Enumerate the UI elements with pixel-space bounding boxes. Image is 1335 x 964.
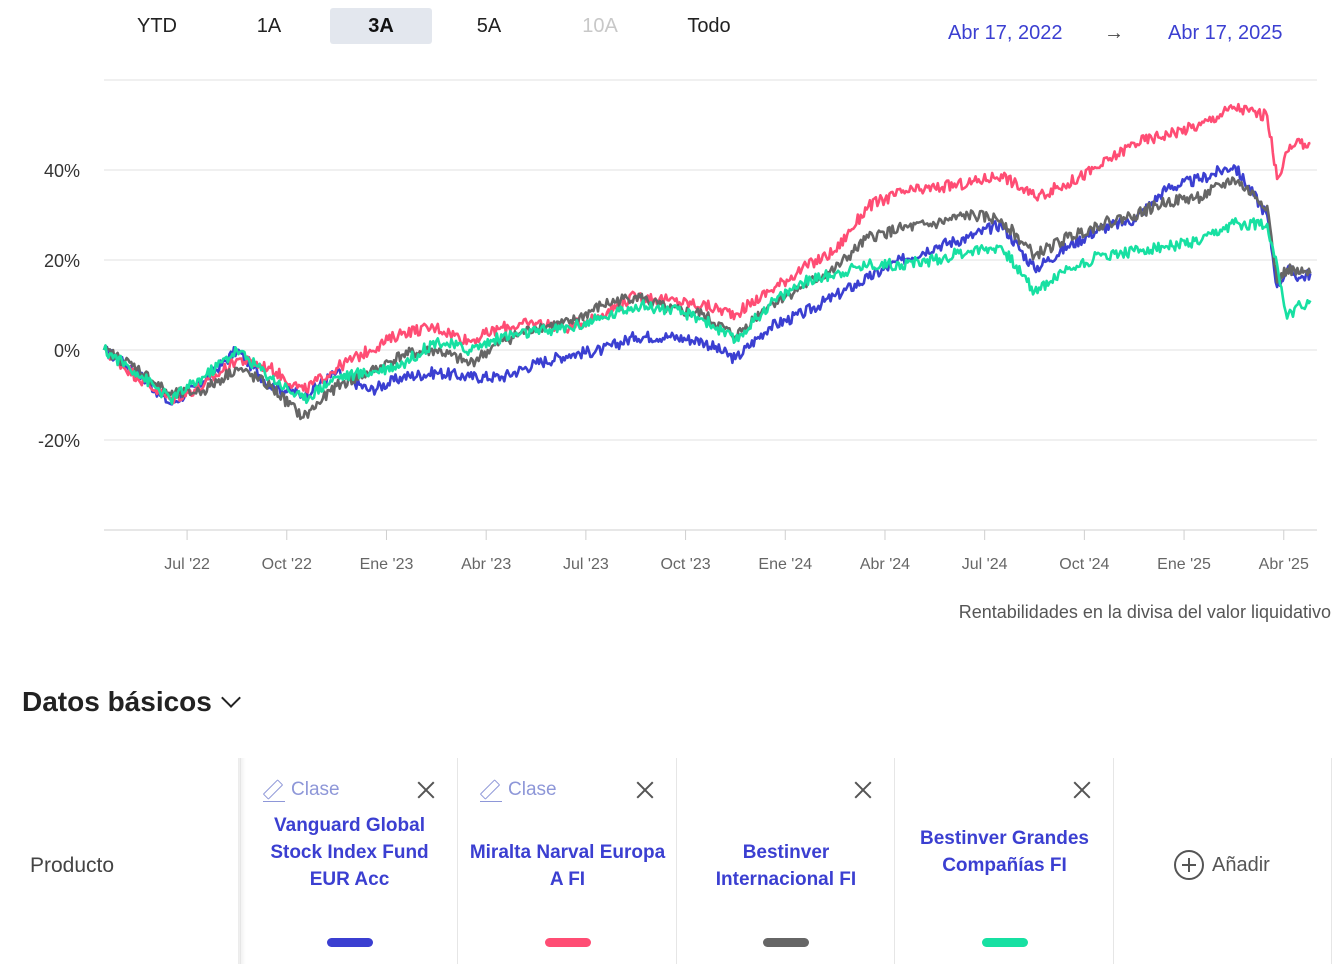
series-line [102, 176, 1312, 421]
series-color-swatch [981, 938, 1028, 947]
clase-selector[interactable]: Clase [263, 778, 340, 802]
row-label-producto: Producto [30, 854, 115, 877]
section-title-label: Datos básicos [22, 686, 212, 717]
date-to[interactable]: Abr 17, 2025 [1168, 22, 1283, 44]
range-tab-1a[interactable]: 1A [256, 15, 282, 37]
plus-circle-icon [1174, 850, 1204, 880]
x-tick-label: Oct '24 [1059, 556, 1109, 573]
arrow-right-icon: → [1104, 22, 1124, 44]
clase-label: Clase [291, 779, 340, 800]
range-tab-10a: 10A [582, 15, 618, 37]
compare-table: Producto Clase Vanguard Global Stock Ind… [0, 758, 1335, 964]
series-color-swatch [544, 938, 591, 947]
x-tick-label: Jul '24 [962, 556, 1008, 573]
date-from[interactable]: Abr 17, 2022 [948, 22, 1063, 44]
y-tick-label: 40% [44, 161, 80, 181]
chart-footnote: Rentabilidades en la divisa del valor li… [958, 602, 1331, 622]
add-product-button[interactable]: Añadir [1174, 850, 1270, 880]
close-icon[interactable] [635, 778, 655, 800]
x-tick-label: Jul '23 [563, 556, 609, 573]
product-column-3: Bestinver Internacional FI [676, 758, 895, 964]
range-tab-5a[interactable]: 5A [476, 15, 502, 37]
product-column-2: Clase Miralta Narval Europa A FI [457, 758, 677, 964]
close-icon[interactable] [416, 778, 436, 800]
x-tick-label: Abr '23 [461, 556, 511, 573]
pencil-icon [480, 778, 504, 802]
pencil-icon [263, 778, 287, 802]
close-icon[interactable] [853, 778, 873, 800]
series-color-swatch [763, 938, 809, 947]
section-title[interactable]: Datos básicos [22, 686, 241, 718]
y-tick-label: 0% [54, 341, 80, 361]
y-tick-label: -20% [38, 431, 80, 451]
x-tick-label: Jul '22 [164, 556, 210, 573]
x-tick-label: Oct '22 [262, 556, 312, 573]
x-tick-label: Ene '23 [360, 556, 414, 573]
product-name[interactable]: Miralta Narval Europa A FI [469, 842, 666, 890]
returns-line-chart: -20% 0% 20% 40% Jul '22 Oct '22 Ene '23 Abr '23… [38, 79, 1317, 573]
x-tick-label: Abr '24 [860, 556, 910, 573]
series-line [102, 102, 1311, 405]
add-label: Añadir [1212, 853, 1270, 876]
x-tick-label: Abr '25 [1259, 556, 1309, 573]
y-tick-label: 20% [44, 251, 80, 271]
add-column [1113, 758, 1332, 964]
range-tab-todo[interactable]: Todo [687, 15, 731, 37]
chevron-down-icon [220, 688, 241, 708]
product-column-4: Bestinver Grandes Compañías FI [894, 758, 1114, 964]
range-tab-3a[interactable]: 3A [330, 8, 432, 44]
x-tick-label: Oct '23 [660, 556, 710, 573]
product-name[interactable]: Bestinver Internacional FI [715, 842, 857, 890]
clase-selector[interactable]: Clase [480, 778, 557, 802]
product-name[interactable]: Bestinver Grandes Compañías FI [920, 828, 1089, 876]
series-line [102, 217, 1312, 405]
clase-label: Clase [508, 779, 557, 800]
scroll-shadow [238, 758, 246, 964]
series-color-swatch [326, 938, 373, 947]
range-tab-ytd[interactable]: YTD [137, 15, 177, 37]
product-column-1: Clase Vanguard Global Stock Index Fund E… [240, 758, 458, 964]
series-line [102, 164, 1312, 406]
close-icon[interactable] [1072, 778, 1092, 800]
column-divider [1331, 758, 1335, 964]
x-tick-label: Ene '24 [758, 556, 812, 573]
product-name[interactable]: Vanguard Global Stock Index Fund EUR Acc [270, 815, 429, 890]
x-tick-label: Ene '25 [1157, 556, 1211, 573]
